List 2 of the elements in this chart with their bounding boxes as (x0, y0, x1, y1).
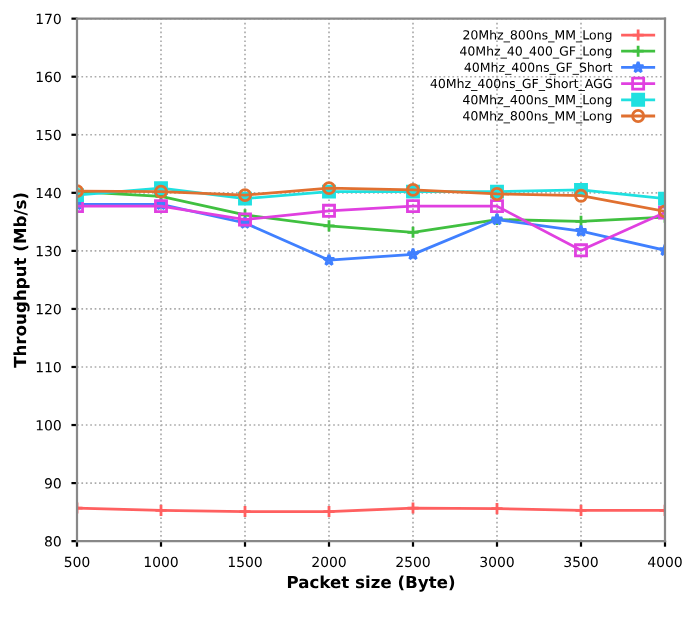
x-axis-title: Packet size (Byte) (287, 575, 455, 592)
y-axis-title: Throughput (Mb/s) (13, 193, 30, 368)
